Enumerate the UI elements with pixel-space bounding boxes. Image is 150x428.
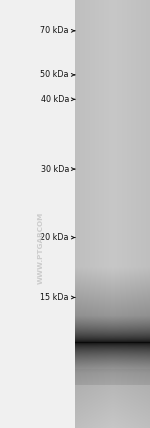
Text: 30 kDa: 30 kDa [41, 164, 69, 174]
Text: 40 kDa: 40 kDa [41, 95, 69, 104]
Bar [75, 0, 150, 428]
Text: 15 kDa: 15 kDa [40, 293, 69, 302]
Text: WWW.PTGABCOM: WWW.PTGABCOM [38, 212, 44, 284]
Text: 20 kDa: 20 kDa [40, 233, 69, 242]
Text: 70 kDa: 70 kDa [40, 26, 69, 36]
Text: 50 kDa: 50 kDa [40, 70, 69, 80]
